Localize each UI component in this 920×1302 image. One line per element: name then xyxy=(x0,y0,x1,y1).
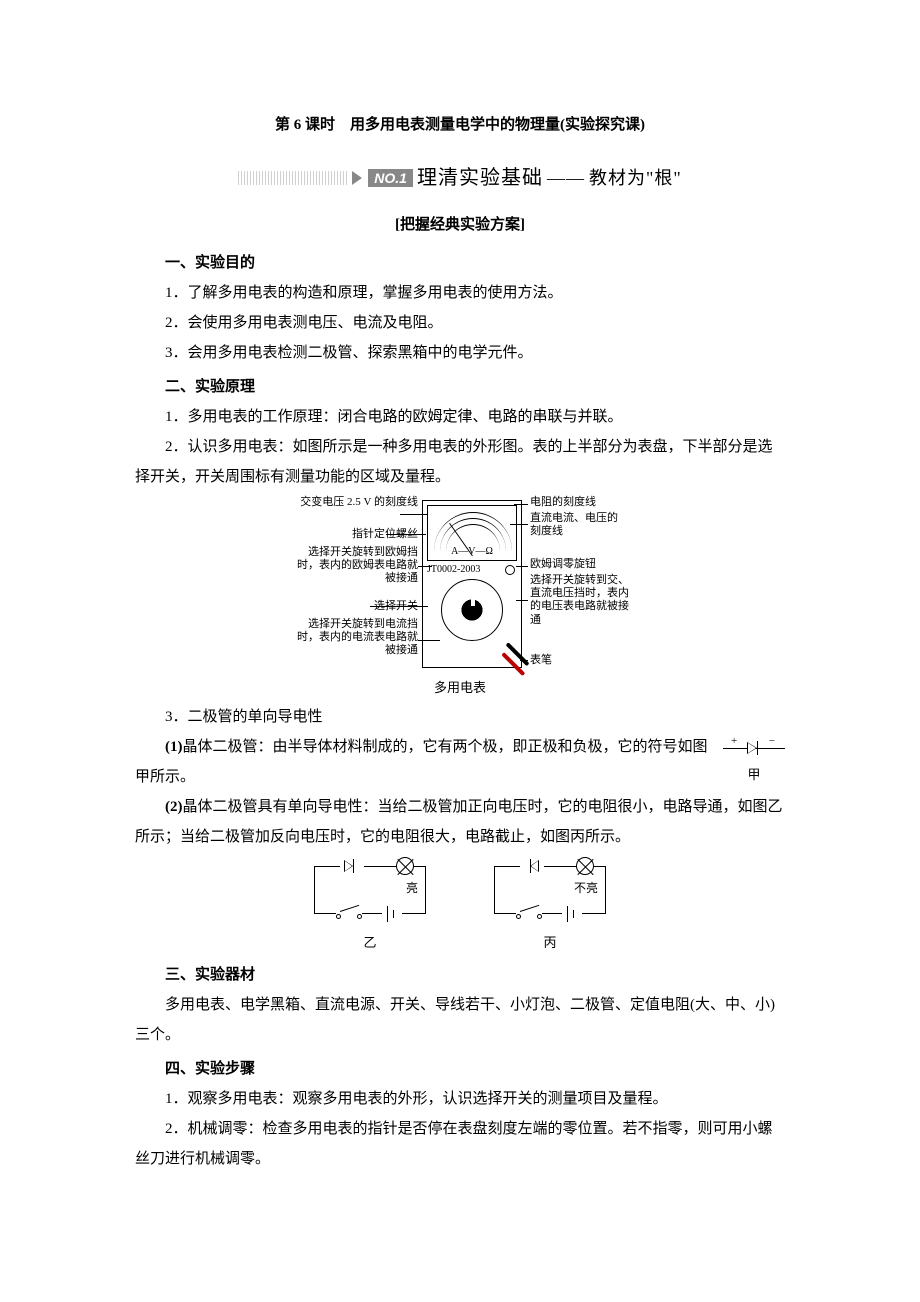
mm-left-label-3: 选择开关旋转到欧姆挡时，表内的欧姆表电路就被接通 xyxy=(290,546,418,586)
sec1-heading: 一、实验目的 xyxy=(135,248,785,278)
bulb-on-label: 亮 xyxy=(406,876,418,900)
sec1-item-1: 1．了解多用电表的构造和原理，掌握多用电表的使用方法。 xyxy=(135,278,785,308)
battery-icon xyxy=(562,906,582,922)
sec4-p2: 2．机械调零：检查多用电表的指针是否停在表盘刻度左端的零位置。若不指零，则可用小… xyxy=(135,1114,785,1174)
diode-reverse-icon xyxy=(520,858,544,874)
circuit-bing: 不亮 丙 xyxy=(480,858,620,956)
sec2-p1: 1．多用电表的工作原理：闭合电路的欧姆定律、电路的串联与并联。 xyxy=(135,402,785,432)
bulb-icon xyxy=(576,857,594,875)
ohm-zero-knob-icon xyxy=(505,565,515,575)
circuit-figures: 亮 乙 不亮 丙 xyxy=(135,858,785,956)
diode-symbol-figure: + − 甲 xyxy=(723,736,785,788)
multimeter-caption: 多用电表 xyxy=(290,680,630,696)
mm-left-label-1: 交变电压 2.5 V 的刻度线 xyxy=(290,496,418,509)
sec1-item-3: 3．会用多用电表检测二极管、探索黑箱中的电学元件。 xyxy=(135,338,785,368)
mm-right-label-5: 表笔 xyxy=(530,654,628,667)
diode-forward-icon xyxy=(340,858,364,874)
bulb-icon xyxy=(396,857,414,875)
mm-right-label-4: 选择开关旋转到交、直流电压挡时，表内的电压表电路就被接通 xyxy=(530,574,630,627)
circuit-caption-yi: 乙 xyxy=(300,930,440,956)
banner-arrow-icon xyxy=(352,171,362,185)
sec2-p2: 2．认识多用电表：如图所示是一种多用电表的外形图。表的上半部分为表盘，下半部分是… xyxy=(135,432,785,492)
battery-icon xyxy=(382,906,402,922)
banner-main-text: 理清实验基础 xyxy=(417,158,543,198)
section-banner: NO.1 理清实验基础 —— 教材为"根" xyxy=(135,158,785,198)
sec3-heading: 三、实验器材 xyxy=(135,960,785,990)
multimeter-scale-panel: A—V—Ω xyxy=(427,505,517,561)
sec2-p3-heading: 3．二极管的单向导电性 xyxy=(135,702,785,732)
sec2-p3a: (1)晶体二极管：由半导体材料制成的，它有两个极，即正极和负极，它的符号如图甲所… xyxy=(135,732,785,792)
sec4-heading: 四、实验步骤 xyxy=(135,1054,785,1084)
sec1-item-2: 2．会使用多用电表测电压、电流及电阻。 xyxy=(135,308,785,338)
page-title: 第 6 课时 用多用电表测量电学中的物理量(实验探究课) xyxy=(135,110,785,140)
sec4-p1: 1．观察多用电表：观察多用电表的外形，认识选择开关的测量项目及量程。 xyxy=(135,1084,785,1114)
banner-dash: —— xyxy=(547,160,585,196)
multimeter-figure: A—V—Ω JT0002-2003 交变电压 2.5 V 的刻度线 指针定位螺丝… xyxy=(135,496,785,696)
sec2-p3b: (2)晶体二极管具有单向导电性：当给二极管加正向电压时，它的电阻很小，电路导通，… xyxy=(135,792,785,852)
bulb-off-label: 不亮 xyxy=(574,876,598,900)
selector-dial-icon xyxy=(441,579,503,641)
banner-hatch xyxy=(238,171,348,185)
mm-left-label-5: 选择开关旋转到电流挡时，表内的电流表电路就被接通 xyxy=(290,618,418,658)
circuit-yi: 亮 乙 xyxy=(300,858,440,956)
sec3-p: 多用电表、电学黑箱、直流电源、开关、导线若干、小灯泡、二极管、定值电阻(大、中、… xyxy=(135,990,785,1050)
circuit-caption-bing: 丙 xyxy=(480,930,620,956)
switch-icon xyxy=(336,908,362,920)
mm-right-label-2: 直流电流、电压的刻度线 xyxy=(530,512,628,538)
diode-caption-jia: 甲 xyxy=(723,762,785,788)
diode-triangle-icon xyxy=(747,742,757,754)
subheader: [把握经典实验方案] xyxy=(135,210,785,240)
banner-tail-text: 教材为"根" xyxy=(589,160,682,196)
switch-icon xyxy=(516,908,542,920)
sec2-heading: 二、实验原理 xyxy=(135,372,785,402)
mm-right-label-1: 电阻的刻度线 xyxy=(530,496,628,509)
mm-right-label-3: 欧姆调零旋钮 xyxy=(530,558,628,571)
banner-no1-badge: NO.1 xyxy=(368,169,413,187)
